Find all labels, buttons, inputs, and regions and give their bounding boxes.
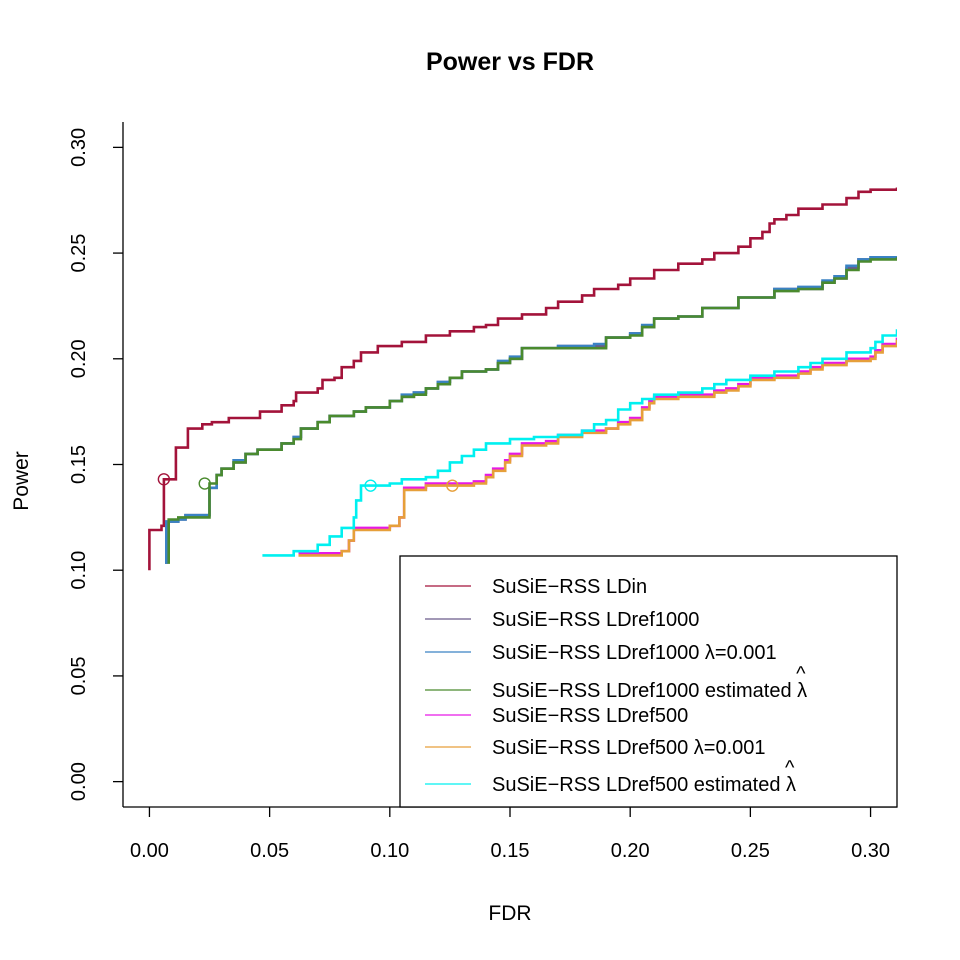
series-marker-3	[198, 477, 211, 490]
legend-label-5: SuSiE−RSS LDref500 λ=0.001	[492, 737, 766, 759]
series-line-6	[262, 329, 897, 557]
chart-title: Power vs FDR	[426, 48, 594, 76]
x-tick-label: 0.05	[250, 840, 289, 862]
legend-label-0: SuSiE−RSS LDin	[492, 576, 647, 598]
x-tick-label: 0.00	[130, 840, 169, 862]
series-lines	[148, 187, 897, 571]
series-marker-6	[364, 479, 377, 492]
y-tick-label: 0.20	[68, 339, 90, 378]
x-axis-label: FDR	[488, 902, 531, 925]
legend-box	[399, 555, 898, 808]
legend-label-1: SuSiE−RSS LDref1000	[492, 609, 699, 631]
y-tick-label: 0.30	[68, 128, 90, 167]
x-tick-label: 0.25	[731, 840, 770, 862]
y-tick-label: 0.15	[68, 445, 90, 484]
y-tick-label: 0.25	[68, 234, 90, 273]
series-marker-5	[446, 479, 459, 492]
series-markers	[157, 473, 459, 492]
legend-label-6: SuSiE−RSS LDref500 estimated λ	[492, 774, 796, 796]
x-tick-label: 0.10	[370, 840, 409, 862]
y-tick-label: 0.05	[68, 656, 90, 695]
series-line-3	[167, 257, 897, 564]
x-tick-label: 0.15	[491, 840, 530, 862]
series-line-0	[148, 187, 897, 571]
axes: 0.00 0.05 0.10 0.15 0.20 0.25 0.30 0.00 0.05 0.10…	[68, 122, 897, 862]
x-tick-label: 0.30	[851, 840, 890, 862]
series-marker-0	[157, 473, 171, 486]
legend-hat-6: ^	[785, 757, 795, 779]
legend: SuSiE−RSS LDin SuSiE−RSS LDref1000 SuSiE−R…	[399, 555, 898, 808]
legend-label-4: SuSiE−RSS LDref500	[492, 705, 688, 727]
legend-label-3: SuSiE−RSS LDref1000 estimated λ	[492, 680, 807, 702]
y-tick-label: 0.10	[68, 551, 90, 590]
series-line-5	[298, 339, 897, 557]
legend-hat-3: ^	[796, 663, 806, 685]
x-tick-label: 0.20	[611, 840, 650, 862]
legend-label-2: SuSiE−RSS LDref1000 λ=0.001	[492, 642, 777, 664]
y-tick-label: 0.00	[68, 762, 90, 801]
y-axis-label: Power	[10, 451, 33, 511]
